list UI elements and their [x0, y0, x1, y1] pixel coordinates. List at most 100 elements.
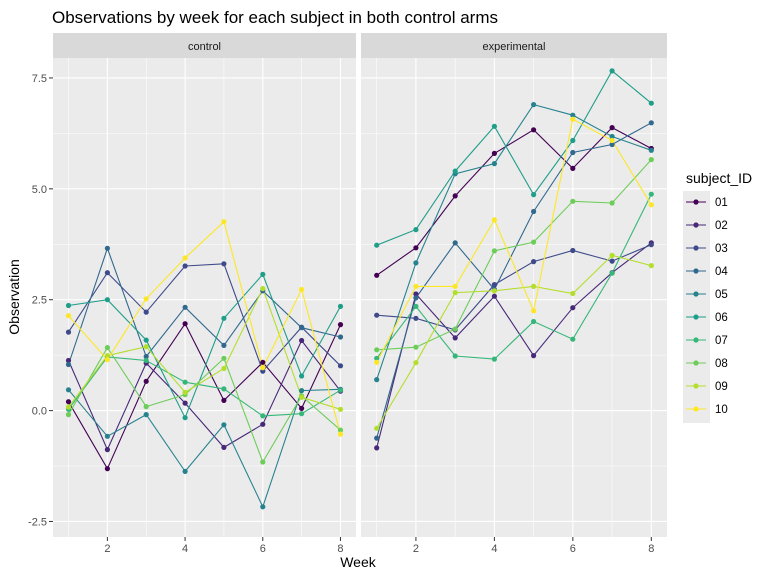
point-09-week-4 — [491, 288, 497, 294]
y-tick-label: -2.5 — [28, 516, 47, 528]
point-04-week-2 — [413, 295, 419, 301]
point-07-week-6 — [570, 336, 576, 342]
legend-label: 10 — [715, 404, 728, 416]
point-08-week-6 — [260, 459, 266, 465]
series-line-01 — [376, 126, 652, 276]
point-02-week-4 — [182, 400, 188, 406]
legend-point — [693, 360, 699, 366]
series-line-08 — [376, 159, 652, 351]
series-line-09 — [376, 254, 652, 429]
point-08-week-2 — [104, 345, 110, 351]
point-08-week-6 — [570, 198, 576, 204]
point-05-week-2 — [104, 433, 110, 439]
legend: subject_ID 01 02 03 04 05 06 07 08 09 10 — [683, 170, 752, 423]
point-02-week-7 — [299, 337, 305, 344]
plot-area-experimental — [361, 58, 667, 537]
series-line-02 — [67, 339, 341, 451]
point-06-week-6 — [260, 271, 266, 277]
legend-point — [693, 314, 699, 320]
point-08-week-1 — [65, 412, 72, 418]
point-10-week-6 — [570, 116, 576, 122]
point-03-week-2 — [104, 270, 110, 276]
point-04-week-7 — [299, 325, 305, 331]
point-08-week-7 — [609, 200, 615, 206]
series-line-02 — [376, 242, 652, 449]
series-control — [65, 219, 344, 510]
legend-point — [693, 245, 699, 251]
legend-label: 03 — [715, 243, 728, 255]
legend-point — [693, 383, 699, 389]
point-01-week-5 — [221, 397, 227, 403]
point-02-week-4 — [491, 293, 497, 299]
strip-control — [53, 33, 356, 58]
legend-item-10: 10 — [686, 404, 728, 416]
point-04-week-5 — [531, 208, 537, 215]
point-05-week-5 — [531, 102, 537, 108]
series-line-04 — [376, 122, 652, 439]
point-08-week-5 — [531, 239, 537, 245]
x-tick-label: 4 — [182, 543, 188, 555]
point-02-week-6 — [260, 421, 266, 427]
point-05-week-4 — [491, 161, 497, 167]
point-04-week-3 — [452, 240, 458, 246]
x-tick-label: 6 — [260, 543, 266, 555]
strip-label-experimental: experimental — [483, 41, 546, 53]
series-points — [374, 68, 654, 451]
point-10-week-6 — [260, 365, 266, 371]
strip-experimental — [361, 33, 667, 58]
point-04-week-8 — [337, 334, 344, 340]
point-04-week-2 — [104, 245, 110, 251]
y-tick-label: 7.5 — [32, 73, 47, 85]
point-05-week-1 — [374, 377, 380, 383]
point-05-week-3 — [143, 412, 149, 418]
point-10-week-7 — [299, 286, 305, 293]
point-09-week-4 — [182, 389, 188, 395]
series-line-03 — [376, 244, 652, 331]
point-03-week-8 — [337, 363, 344, 369]
point-07-week-7 — [609, 270, 615, 276]
series-line-09 — [68, 287, 341, 410]
point-10-week-2 — [413, 283, 419, 289]
point-01-week-2 — [104, 466, 110, 472]
point-01-week-7 — [299, 405, 305, 411]
point-01-week-4 — [182, 321, 188, 327]
point-08-week-2 — [413, 344, 419, 350]
legend-item-08: 08 — [686, 358, 728, 370]
point-08-week-5 — [221, 355, 227, 361]
series-line-05 — [376, 103, 652, 380]
point-06-week-3 — [143, 337, 149, 343]
point-05-week-8 — [648, 147, 654, 153]
point-09-week-3 — [143, 344, 149, 350]
point-05-week-6 — [260, 504, 266, 510]
point-05-week-4 — [182, 468, 188, 474]
x-tick-label: 2 — [413, 543, 419, 555]
point-04-week-1 — [65, 361, 72, 368]
point-10-week-7 — [609, 137, 615, 144]
point-10-week-4 — [491, 217, 497, 223]
chart-title: Observations by week for each subject in… — [52, 8, 498, 27]
point-07-week-5 — [531, 318, 537, 325]
point-08-week-1 — [374, 347, 380, 353]
x-tick-label: 8 — [337, 543, 343, 555]
point-09-week-8 — [648, 263, 654, 269]
point-02-week-1 — [374, 445, 380, 451]
point-08-week-4 — [491, 248, 497, 254]
x-ticks-experimental: 2 4 6 8 — [413, 537, 654, 555]
point-02-week-1 — [65, 357, 72, 364]
series-line-10 — [68, 220, 342, 435]
point-03-week-8 — [648, 242, 654, 248]
point-01-week-3 — [452, 193, 458, 199]
point-03-week-5 — [221, 261, 227, 267]
legend-label: 07 — [715, 335, 728, 347]
point-07-week-2 — [413, 303, 419, 309]
point-07-week-1 — [374, 355, 380, 361]
series-points — [65, 219, 344, 510]
legend-point — [693, 291, 699, 297]
point-06-week-5 — [531, 192, 537, 198]
legend-item-02: 02 — [686, 220, 728, 232]
point-04-week-5 — [221, 342, 227, 348]
point-09-week-5 — [531, 283, 537, 289]
strip-label-control: control — [188, 41, 221, 53]
legend-item-01: 01 — [686, 197, 728, 209]
point-05-week-6 — [570, 112, 576, 118]
